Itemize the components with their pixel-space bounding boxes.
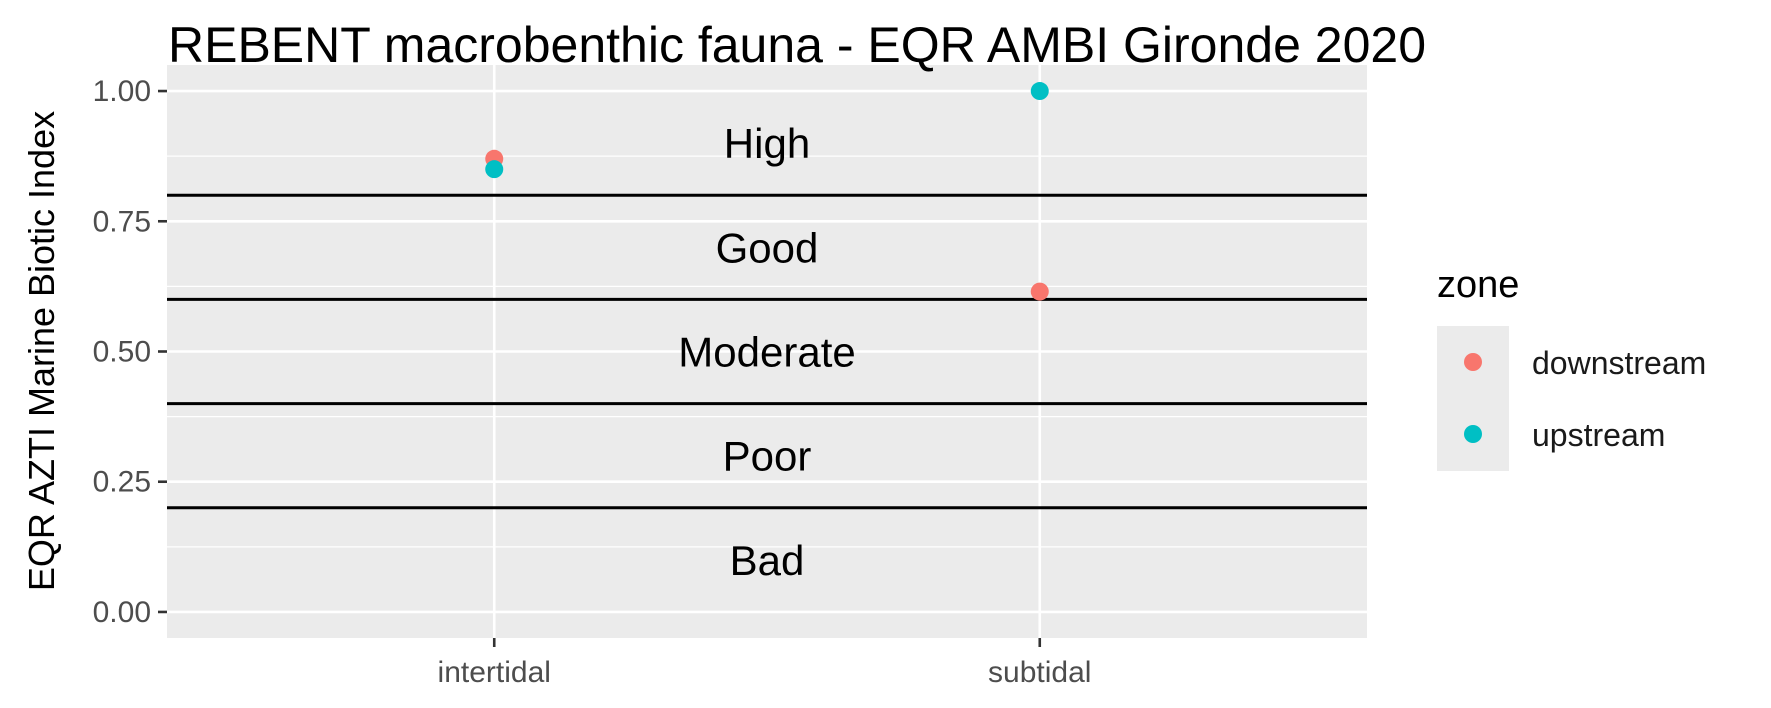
point-upstream-intertidal bbox=[485, 160, 504, 179]
legend-key-upstream bbox=[1464, 425, 1482, 443]
y-axis: 0.00 0.25 0.50 0.75 1.00 bbox=[93, 75, 167, 629]
legend-key-downstream bbox=[1464, 353, 1482, 371]
legend-key-background bbox=[1437, 326, 1509, 471]
legend-label-downstream: downstream bbox=[1532, 345, 1706, 381]
y-axis-title: EQR AZTI Marine Biotic Index bbox=[21, 111, 62, 591]
x-tick-label: subtidal bbox=[988, 656, 1091, 689]
band-label-good: Good bbox=[716, 224, 819, 271]
y-tick-label: 0.50 bbox=[93, 336, 151, 369]
data-points bbox=[485, 82, 1049, 301]
threshold-lines bbox=[167, 193, 1367, 510]
chart-title: REBENT macrobenthic fauna - EQR AMBI Gir… bbox=[168, 17, 1426, 73]
y-tick-label: 0.00 bbox=[93, 596, 151, 629]
legend-label-upstream: upstream bbox=[1532, 417, 1665, 453]
y-tick-label: 0.75 bbox=[93, 205, 151, 238]
x-axis: intertidal subtidal bbox=[438, 638, 1091, 689]
band-label-high: High bbox=[724, 120, 810, 167]
y-tick-label: 1.00 bbox=[93, 75, 151, 108]
major-grid bbox=[167, 65, 1367, 638]
band-label-poor: Poor bbox=[723, 433, 812, 480]
band-label-bad: Bad bbox=[730, 537, 805, 584]
band-labels: High Good Moderate Poor Bad bbox=[678, 120, 855, 584]
x-tick-label: intertidal bbox=[438, 656, 551, 689]
point-downstream-subtidal bbox=[1030, 282, 1049, 301]
point-upstream-subtidal bbox=[1030, 82, 1049, 101]
legend: zone downstream upstream bbox=[1437, 264, 1706, 471]
band-label-moderate: Moderate bbox=[678, 329, 855, 376]
minor-grid bbox=[167, 155, 1367, 548]
legend-title: zone bbox=[1437, 264, 1519, 306]
y-tick-label: 0.25 bbox=[93, 466, 151, 499]
